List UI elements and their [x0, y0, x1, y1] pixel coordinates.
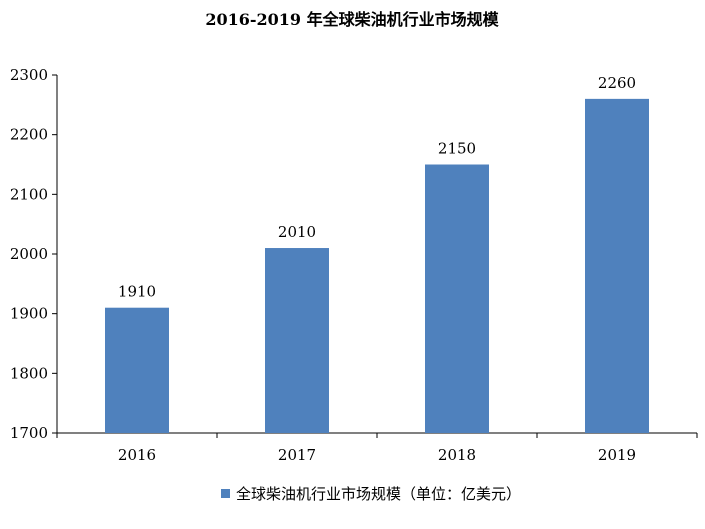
y-tick-label: 1800	[10, 364, 48, 382]
legend-swatch	[221, 489, 230, 498]
data-label-2019: 2260	[598, 74, 636, 92]
bar-2019	[585, 98, 649, 433]
chart-title: 2016-2019 年全球柴油机行业市场规模	[205, 10, 499, 29]
legend: 全球柴油机行业市场规模（单位：亿美元）	[221, 485, 521, 503]
y-tick-label: 2200	[10, 126, 48, 144]
bar-2017	[265, 248, 329, 433]
data-label-2016: 1910	[118, 283, 156, 301]
bar-2018	[425, 164, 489, 433]
x-tick-label-2018: 2018	[438, 446, 476, 464]
x-tick-label-2017: 2017	[278, 446, 316, 464]
x-tick-label-2016: 2016	[118, 446, 156, 464]
data-label-2018: 2150	[438, 140, 476, 158]
y-tick-label: 2000	[10, 245, 48, 263]
y-tick-label: 1900	[10, 305, 48, 323]
x-tick-label-2019: 2019	[598, 446, 636, 464]
legend-label: 全球柴油机行业市场规模（单位：亿美元）	[236, 485, 521, 503]
y-tick-label: 2100	[10, 185, 48, 203]
bar-2016	[105, 307, 169, 433]
y-tick-label: 1700	[10, 424, 48, 442]
plot-area: 1700 1800 1900 2000 2100 2200 2300 1910 2016 2010…	[10, 66, 698, 464]
data-label-2017: 2010	[278, 223, 316, 241]
y-tick-label: 2300	[10, 66, 48, 84]
